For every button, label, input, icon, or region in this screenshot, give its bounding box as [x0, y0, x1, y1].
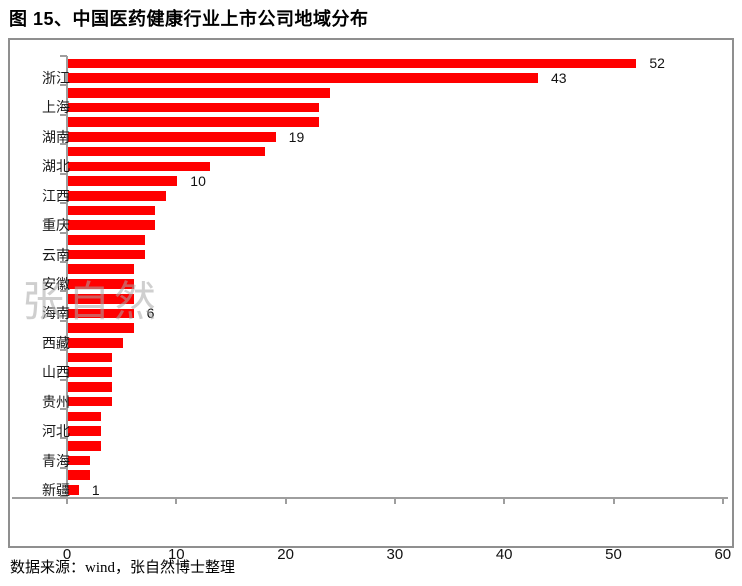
bar: [68, 308, 134, 319]
x-axis-tick-label: 0: [62, 546, 72, 563]
x-axis-line: [12, 497, 728, 500]
y-axis-category-label: 江西: [42, 187, 70, 204]
x-axis-tick: [393, 499, 396, 505]
y-axis-tick: [60, 408, 67, 411]
bar: [68, 117, 320, 127]
y-axis-category-label: 上海: [42, 99, 70, 116]
y-axis-tick: [60, 231, 67, 234]
bar: [68, 485, 79, 495]
bar: [68, 176, 178, 186]
y-axis-line: [66, 56, 68, 498]
y-axis-category-label: 新疆: [42, 481, 70, 498]
y-axis-tick: [60, 172, 67, 175]
y-axis-category-label: 山西: [42, 364, 70, 381]
x-axis-tick-label: 50: [605, 546, 622, 563]
bar: [68, 293, 134, 304]
y-axis-category-label: 青海: [42, 452, 70, 469]
y-axis-tick: [60, 437, 67, 440]
x-axis-tick-label: 10: [167, 546, 185, 563]
bar: [68, 132, 276, 142]
y-axis-category-label: 湖北: [42, 158, 70, 175]
bar: [68, 161, 211, 172]
bar: [68, 279, 134, 289]
y-axis-tick: [60, 290, 67, 293]
bar: [68, 205, 156, 216]
bar: [68, 352, 112, 363]
x-axis-tick: [503, 499, 506, 505]
y-axis-category-label: 安徽: [42, 276, 70, 292]
y-axis-tick: [60, 319, 67, 322]
x-axis-tick-label: 30: [386, 546, 404, 563]
bar: [68, 426, 101, 436]
bar-data-label: 52: [649, 55, 665, 72]
bar: [68, 87, 331, 98]
y-axis-tick: [60, 496, 67, 499]
bar: [68, 441, 101, 451]
bar-data-label: 10: [190, 173, 206, 190]
y-axis-category-label: 贵州: [42, 393, 70, 410]
bar: [68, 58, 637, 69]
bar: [68, 264, 134, 275]
bar: [68, 470, 90, 481]
y-axis-category-label: 浙江: [42, 70, 70, 87]
x-axis-tick: [284, 499, 287, 505]
bar: [68, 323, 134, 333]
x-axis-tick: [721, 499, 724, 505]
bar: [68, 190, 167, 201]
bar: [68, 411, 101, 422]
bar: [68, 102, 320, 113]
bar: [68, 249, 145, 260]
bar: [68, 220, 156, 230]
bar-data-label: 6: [146, 305, 155, 322]
y-axis-category-label: 重庆: [42, 217, 70, 234]
bar: [68, 73, 538, 83]
x-axis-tick: [612, 499, 615, 505]
bar-data-label: 19: [288, 128, 305, 145]
y-axis-tick: [60, 466, 67, 469]
x-axis-tick-label: 60: [714, 546, 732, 563]
bar: [68, 146, 265, 157]
x-axis-tick: [175, 499, 178, 505]
bar: [68, 396, 112, 407]
bar: [68, 367, 112, 378]
y-axis-category-label: 湖南: [42, 128, 70, 145]
y-axis-category-label: 云南: [42, 246, 70, 263]
y-axis-tick: [60, 260, 67, 263]
bar: [68, 235, 145, 245]
y-axis-category-label: 海南: [42, 305, 70, 322]
y-axis-tick: [60, 378, 67, 381]
x-axis-tick-label: 40: [495, 546, 513, 563]
chart-plot-area: 0 10 20 30 40 50 60 52 浙江 43 上海湖南 19 湖北 10 江西重庆云南安徽海南 6…: [8, 38, 734, 563]
y-axis-tick: [60, 113, 67, 116]
bar: [68, 338, 123, 348]
bar-data-label: 43: [550, 70, 567, 87]
x-axis-tick-label: 20: [277, 546, 294, 563]
data-source-note: 数据来源：wind，张自然博士整理: [10, 560, 236, 576]
x-axis-tick: [66, 499, 68, 505]
y-axis-tick: [60, 349, 67, 352]
y-axis-category-label: 西藏: [42, 334, 70, 351]
bar: [68, 382, 112, 392]
y-axis-tick: [60, 84, 67, 87]
bar-data-label: 1: [91, 481, 100, 498]
y-axis-tick: [60, 143, 67, 146]
y-axis-category-label: 河北: [42, 423, 70, 440]
y-axis-tick: [60, 202, 67, 205]
bar: [68, 455, 90, 466]
y-axis-tick: [60, 55, 67, 57]
chart-title: 图 15、中国医药健康行业上市公司地域分布: [9, 9, 369, 29]
